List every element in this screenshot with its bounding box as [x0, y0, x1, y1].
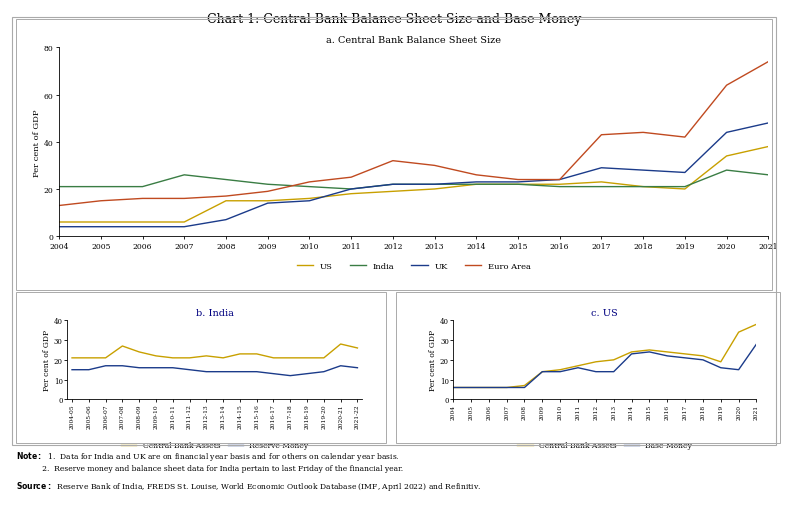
Text: Chart 1: Central Bank Balance Sheet Size and Base Money: Chart 1: Central Bank Balance Sheet Size… [206, 13, 582, 25]
Title: c. US: c. US [592, 308, 618, 317]
Legend: Central Bank Assets, Base Money: Central Bank Assets, Base Money [515, 438, 695, 453]
Legend: Central Bank Assets, Reserve Money: Central Bank Assets, Reserve Money [118, 438, 311, 453]
Y-axis label: Per cent of GDP: Per cent of GDP [43, 330, 51, 390]
Y-axis label: Per cent of GDP: Per cent of GDP [33, 109, 41, 176]
Legend: US, India, UK, Euro Area: US, India, UK, Euro Area [293, 259, 534, 274]
Text: $\bf{Note:}$  1.  Data for India and UK are on financial year basis and for othe: $\bf{Note:}$ 1. Data for India and UK ar… [16, 449, 400, 462]
Text: $\bf{Source:}$  Reserve Bank of India, FREDS St. Louise, World Economic Outlook : $\bf{Source:}$ Reserve Bank of India, FR… [16, 479, 481, 492]
Y-axis label: Per cent of GDP: Per cent of GDP [429, 330, 437, 390]
Title: a. Central Bank Balance Sheet Size: a. Central Bank Balance Sheet Size [326, 36, 501, 45]
Title: b. India: b. India [195, 308, 234, 317]
Text: 2.  Reserve money and balance sheet data for India pertain to last Friday of the: 2. Reserve money and balance sheet data … [16, 464, 403, 472]
